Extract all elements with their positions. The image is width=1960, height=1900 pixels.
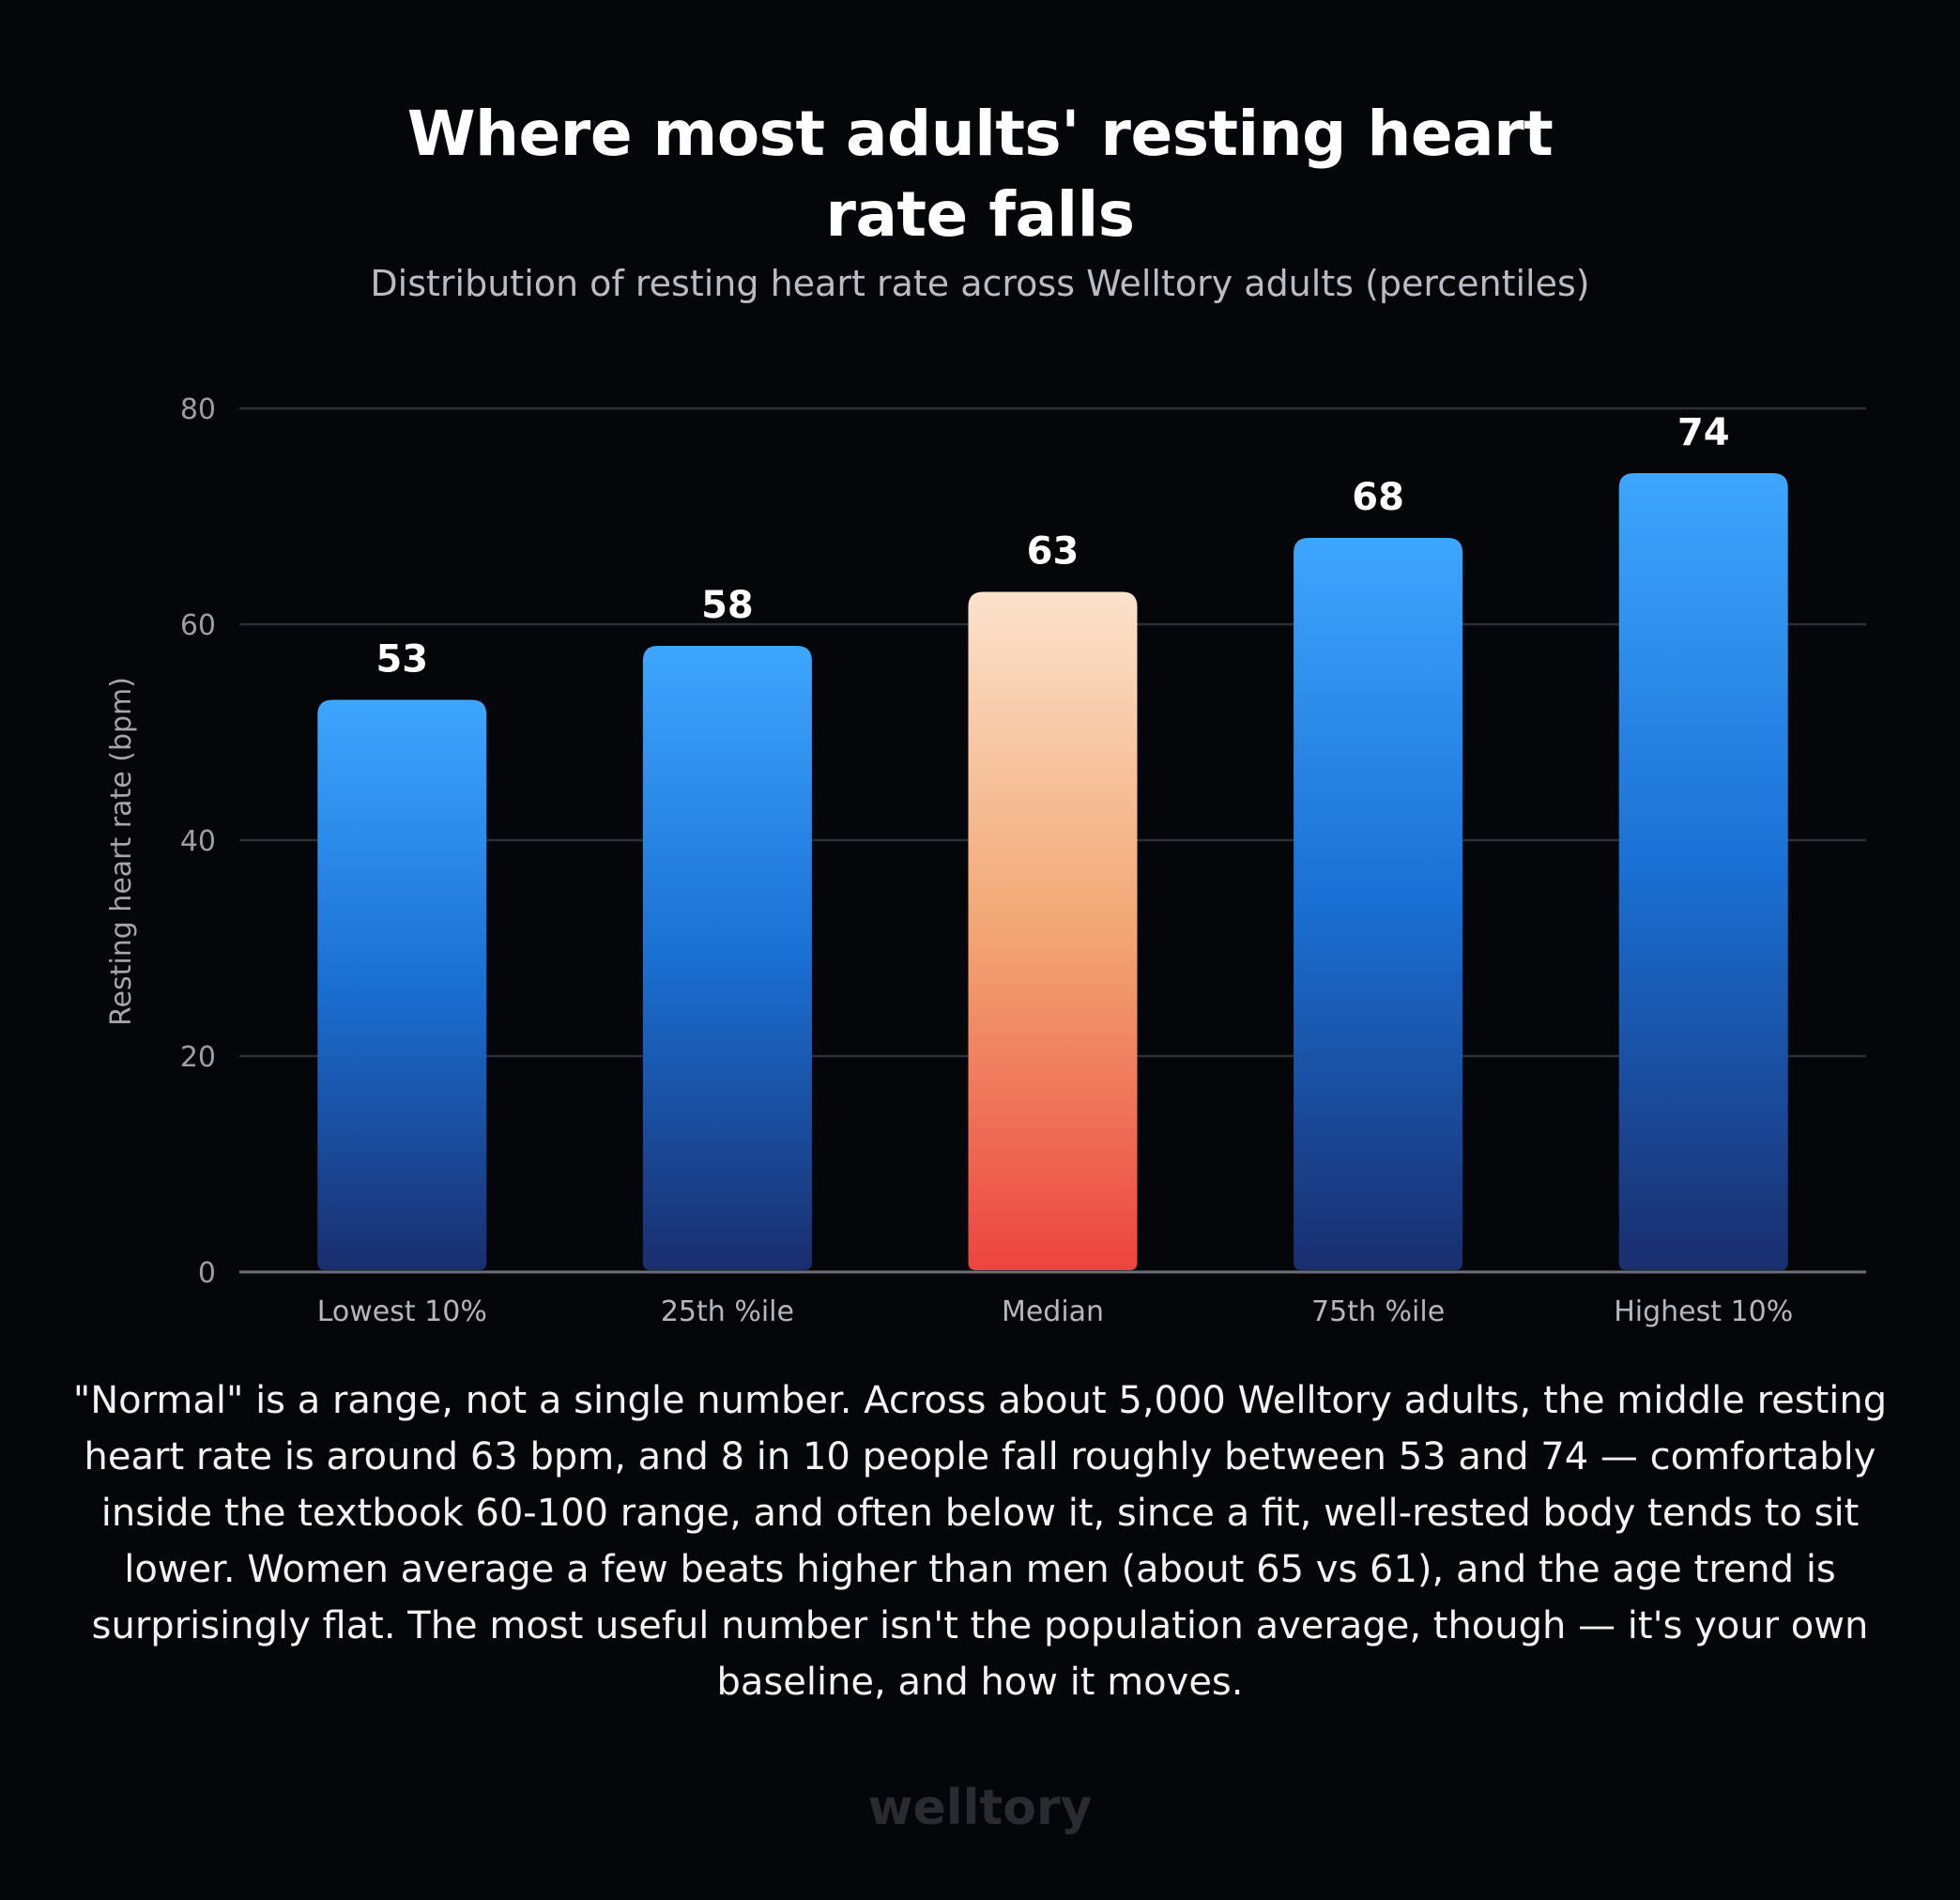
- y-axis-ticks: 0 20 40 60 80: [180, 393, 216, 1290]
- bar-value-label: 58: [701, 584, 754, 627]
- y-tick-label: 20: [180, 1041, 216, 1074]
- chart-title: Where most adults' resting heart rate fa…: [0, 94, 1960, 255]
- x-tick-label: Median: [1002, 1295, 1104, 1328]
- bar-75th-ile: [1294, 538, 1463, 1270]
- chart-title-line-2: rate falls: [825, 178, 1135, 251]
- bar-chart: 0 20 40 60 80 53 58 63 68 74 Lowest 10% 25th %ile…: [105, 393, 1866, 1328]
- x-tick-label: 25th %ile: [661, 1295, 794, 1328]
- bar-value-label: 53: [375, 638, 428, 682]
- x-tick-label: 75th %ile: [1311, 1295, 1445, 1328]
- x-tick-label: Lowest 10%: [317, 1295, 487, 1328]
- x-axis-ticks: Lowest 10% 25th %ile Median 75th %ile Highes…: [317, 1295, 1793, 1328]
- chart-title-line-1: Where most adults' resting heart: [406, 98, 1554, 170]
- y-tick-label: 80: [180, 393, 216, 426]
- welltory-logo: welltory: [867, 1780, 1093, 1836]
- bar-highest-10-: [1618, 473, 1788, 1270]
- x-tick-label: Highest 10%: [1614, 1295, 1793, 1328]
- bar-median: [968, 591, 1138, 1270]
- y-tick-label: 60: [180, 609, 216, 642]
- y-tick-label: 40: [180, 825, 216, 858]
- bar-25th-ile: [642, 646, 812, 1270]
- y-axis-label: Resting heart rate (bpm): [105, 677, 138, 1026]
- data-labels: 53 58 63 68 74: [375, 411, 1729, 682]
- bar-value-label: 74: [1677, 411, 1730, 454]
- chart-subtitle: Distribution of resting heart rate acros…: [370, 263, 1590, 304]
- y-tick-label: 0: [198, 1257, 216, 1290]
- bar-value-label: 63: [1027, 530, 1080, 574]
- bars: [317, 473, 1788, 1270]
- bar-lowest-10-: [317, 699, 487, 1270]
- bar-value-label: 68: [1352, 476, 1404, 519]
- chart-description: "Normal" is a range, not a single number…: [72, 1379, 1888, 1704]
